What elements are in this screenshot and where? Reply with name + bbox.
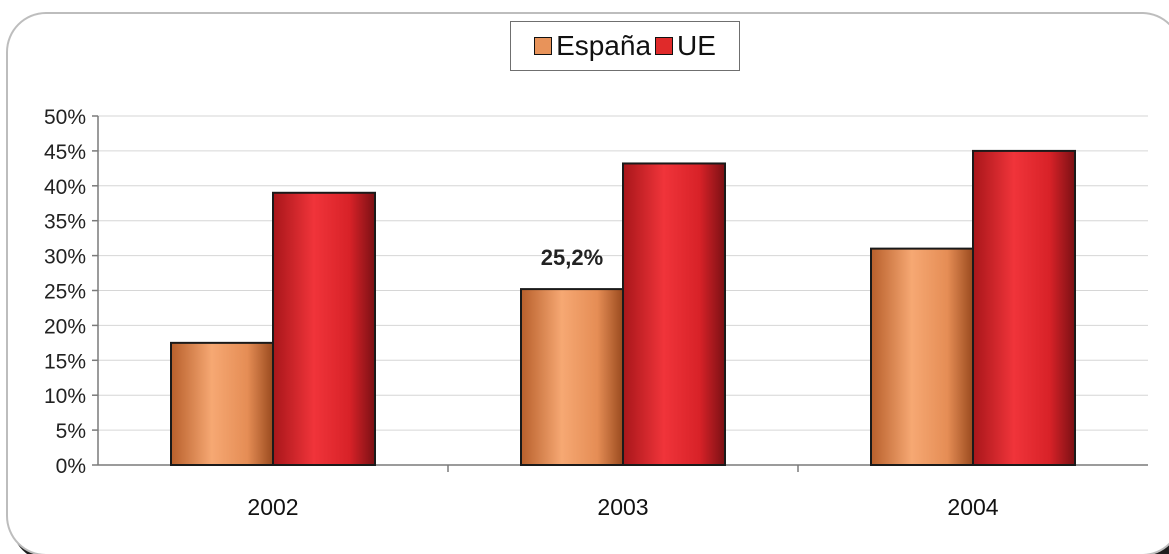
y-tick-label: 40% — [44, 176, 86, 199]
legend-swatch-espana — [534, 37, 553, 55]
y-tick-label: 15% — [44, 350, 86, 373]
data-label: 25,2% — [541, 245, 603, 270]
bar-ue-2004 — [972, 149, 1076, 466]
y-tick-label: 35% — [44, 211, 86, 234]
y-tick-label: 45% — [44, 141, 86, 164]
y-tick-label: 10% — [44, 385, 86, 408]
bar-espana-2002 — [170, 341, 274, 467]
bar-espana-2003 — [520, 288, 624, 466]
bar-ue-2002 — [272, 191, 376, 466]
x-tick-label: 2003 — [597, 494, 648, 520]
legend: España UE — [510, 21, 740, 71]
bars — [170, 149, 1076, 467]
y-tick-label: 30% — [44, 246, 86, 269]
y-tick-label: 50% — [44, 106, 86, 129]
y-tick-label: 25% — [44, 281, 86, 304]
bar-ue-2003 — [622, 162, 726, 467]
y-tick-label: 0% — [56, 455, 86, 478]
legend-label-ue: UE — [677, 30, 716, 61]
legend-label-espana: España — [556, 30, 652, 61]
x-tick-label: 2004 — [947, 494, 998, 520]
y-tick-label: 20% — [44, 315, 86, 338]
data-labels: 25,2% — [541, 245, 603, 270]
x-tick-labels: 2002 2003 2004 — [247, 494, 998, 520]
y-tick-labels: 0% 5% 10% 15% 20% 25% 30% 35% 40% 45% 50% — [44, 106, 86, 478]
legend-item-espana: España — [534, 30, 651, 62]
x-tick-label: 2002 — [247, 494, 298, 520]
bar-espana-2004 — [870, 247, 974, 466]
legend-swatch-ue — [655, 37, 674, 55]
y-tick-label: 5% — [56, 420, 86, 443]
legend-item-ue: UE — [655, 30, 716, 62]
